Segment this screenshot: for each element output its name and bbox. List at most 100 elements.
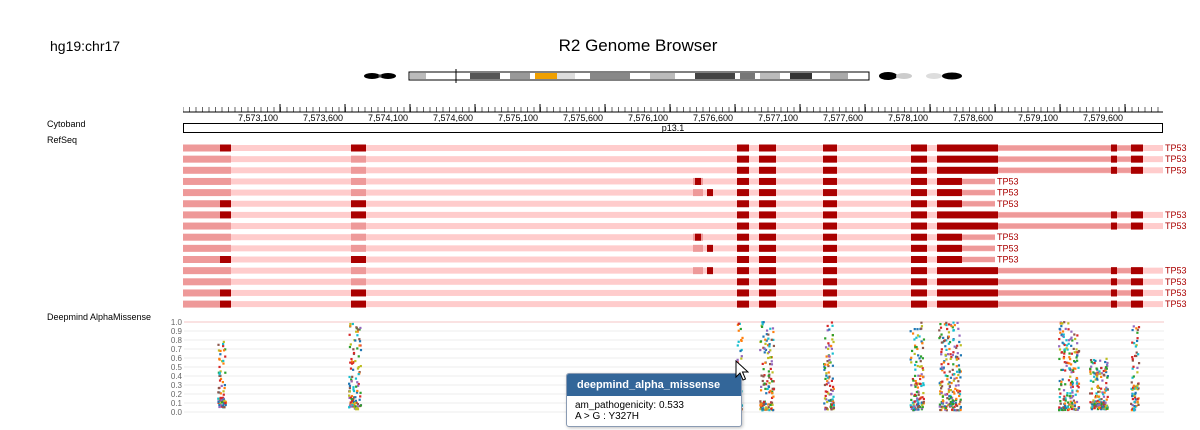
missense-point[interactable] bbox=[223, 383, 227, 387]
missense-point[interactable] bbox=[219, 374, 222, 377]
missense-point[interactable] bbox=[920, 327, 923, 330]
missense-point[interactable] bbox=[1131, 359, 1134, 362]
missense-point[interactable] bbox=[922, 338, 926, 341]
missense-point[interactable] bbox=[221, 404, 224, 407]
missense-point[interactable] bbox=[759, 408, 762, 411]
missense-point[interactable] bbox=[1093, 375, 1096, 378]
missense-point[interactable] bbox=[830, 400, 833, 403]
missense-point[interactable] bbox=[350, 360, 354, 363]
missense-point[interactable] bbox=[1136, 384, 1139, 387]
missense-point[interactable] bbox=[1063, 361, 1066, 364]
missense-point[interactable] bbox=[350, 378, 353, 381]
missense-point[interactable] bbox=[1064, 327, 1067, 330]
missense-point[interactable] bbox=[915, 383, 918, 386]
missense-point[interactable] bbox=[737, 329, 740, 332]
missense-point[interactable] bbox=[1091, 405, 1094, 408]
missense-point[interactable] bbox=[765, 406, 768, 409]
missense-point[interactable] bbox=[918, 398, 921, 401]
missense-point[interactable] bbox=[950, 324, 953, 328]
missense-point[interactable] bbox=[350, 380, 353, 383]
missense-point[interactable] bbox=[913, 405, 916, 408]
missense-point[interactable] bbox=[951, 368, 954, 371]
missense-point[interactable] bbox=[357, 372, 360, 376]
missense-point[interactable] bbox=[946, 353, 950, 356]
missense-point[interactable] bbox=[939, 390, 942, 393]
missense-point[interactable] bbox=[1058, 407, 1061, 410]
missense-point[interactable] bbox=[955, 358, 958, 361]
missense-point[interactable] bbox=[1065, 344, 1069, 347]
missense-point[interactable] bbox=[1101, 405, 1104, 408]
missense-point[interactable] bbox=[1103, 374, 1106, 377]
missense-point[interactable] bbox=[1065, 361, 1068, 364]
missense-point[interactable] bbox=[1092, 399, 1095, 402]
missense-point[interactable] bbox=[1105, 386, 1108, 389]
missense-point[interactable] bbox=[948, 402, 951, 406]
missense-point[interactable] bbox=[1059, 399, 1062, 403]
missense-point[interactable] bbox=[959, 407, 962, 410]
missense-point[interactable] bbox=[1093, 361, 1096, 365]
transcript-row[interactable]: TP53 bbox=[183, 143, 1187, 153]
missense-point[interactable] bbox=[224, 355, 227, 358]
missense-point[interactable] bbox=[956, 409, 959, 412]
missense-point[interactable] bbox=[1131, 328, 1134, 332]
missense-point[interactable] bbox=[823, 368, 826, 371]
missense-point[interactable] bbox=[772, 388, 775, 391]
missense-point[interactable] bbox=[358, 340, 362, 343]
missense-point[interactable] bbox=[768, 409, 771, 412]
missense-point[interactable] bbox=[349, 367, 353, 370]
missense-point[interactable] bbox=[353, 407, 357, 410]
missense-point[interactable] bbox=[959, 344, 962, 347]
missense-point[interactable] bbox=[763, 374, 766, 377]
missense-point[interactable] bbox=[762, 375, 765, 378]
missense-point[interactable] bbox=[1069, 358, 1072, 361]
missense-point[interactable] bbox=[949, 389, 952, 392]
missense-point[interactable] bbox=[1132, 409, 1136, 412]
missense-point[interactable] bbox=[772, 395, 775, 398]
missense-point[interactable] bbox=[1071, 339, 1074, 342]
missense-point[interactable] bbox=[354, 408, 358, 411]
missense-point[interactable] bbox=[222, 359, 225, 363]
missense-point[interactable] bbox=[1100, 375, 1103, 378]
missense-point[interactable] bbox=[357, 328, 360, 331]
missense-point[interactable] bbox=[956, 352, 959, 355]
missense-point[interactable] bbox=[762, 368, 765, 371]
missense-point[interactable] bbox=[827, 342, 830, 345]
missense-point[interactable] bbox=[951, 353, 954, 357]
missense-point[interactable] bbox=[955, 398, 958, 402]
missense-point[interactable] bbox=[1092, 371, 1095, 374]
missense-point[interactable] bbox=[955, 403, 958, 406]
missense-point[interactable] bbox=[1095, 405, 1098, 408]
missense-point[interactable] bbox=[223, 399, 226, 402]
missense-point[interactable] bbox=[959, 408, 962, 412]
missense-point[interactable] bbox=[1058, 406, 1061, 409]
missense-point[interactable] bbox=[1133, 342, 1136, 345]
missense-point[interactable] bbox=[1101, 391, 1104, 394]
missense-point[interactable] bbox=[221, 381, 224, 384]
missense-point[interactable] bbox=[766, 387, 769, 391]
missense-point[interactable] bbox=[769, 367, 772, 371]
missense-point[interactable] bbox=[354, 359, 357, 363]
missense-point[interactable] bbox=[917, 354, 920, 357]
missense-point[interactable] bbox=[913, 352, 916, 356]
missense-point[interactable] bbox=[768, 391, 771, 394]
missense-point[interactable] bbox=[761, 405, 764, 408]
missense-point[interactable] bbox=[222, 340, 225, 344]
missense-point[interactable] bbox=[916, 334, 920, 337]
missense-point[interactable] bbox=[944, 374, 947, 377]
missense-point[interactable] bbox=[761, 321, 764, 324]
missense-point[interactable] bbox=[1100, 408, 1103, 411]
missense-point[interactable] bbox=[938, 403, 942, 406]
missense-point[interactable] bbox=[355, 330, 358, 333]
missense-point[interactable] bbox=[764, 338, 767, 341]
missense-point[interactable] bbox=[1071, 383, 1074, 386]
missense-point[interactable] bbox=[1089, 358, 1093, 362]
missense-point[interactable] bbox=[939, 384, 942, 387]
missense-point[interactable] bbox=[760, 374, 763, 377]
missense-point[interactable] bbox=[1075, 348, 1078, 351]
missense-point[interactable] bbox=[1060, 351, 1063, 354]
missense-point[interactable] bbox=[826, 329, 829, 332]
missense-point[interactable] bbox=[1062, 355, 1066, 359]
missense-point[interactable] bbox=[916, 328, 919, 331]
missense-point[interactable] bbox=[1136, 371, 1139, 374]
transcript-row[interactable]: TP53 bbox=[183, 288, 1187, 298]
